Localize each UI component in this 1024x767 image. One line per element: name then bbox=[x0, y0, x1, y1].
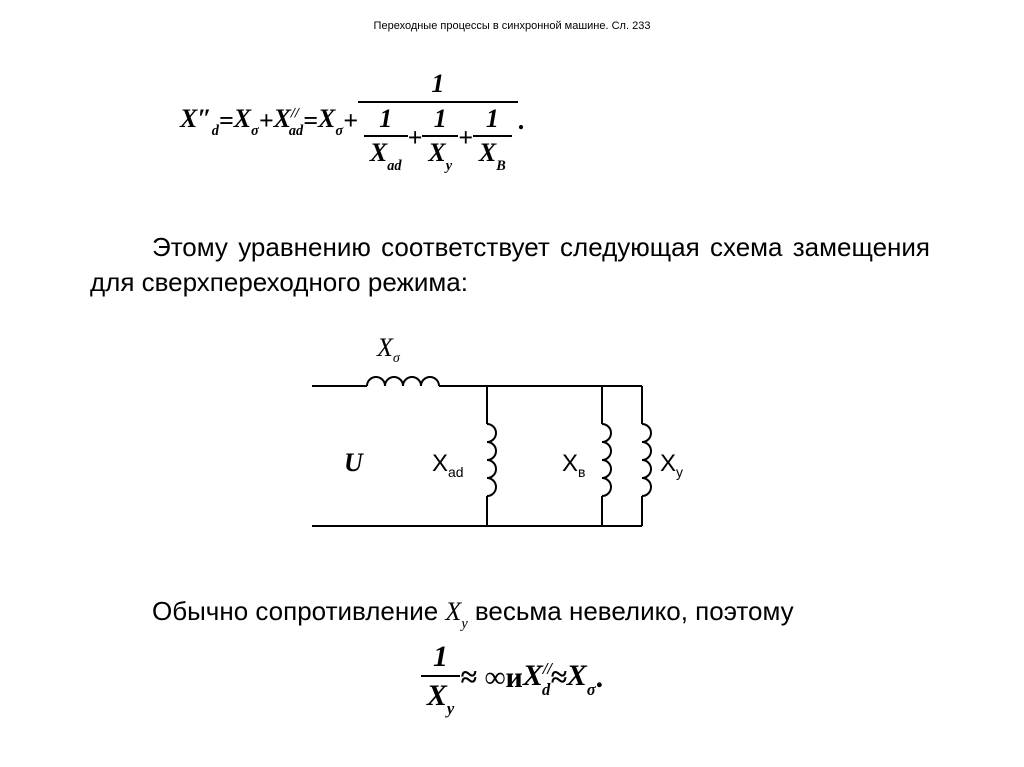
equation-1: X″d = Xσ + X//ad = Xσ + 1 bbox=[180, 70, 820, 172]
eq2-approx-inf: ≈ ∞ bbox=[460, 661, 505, 695]
eq1-period: . bbox=[518, 106, 525, 136]
eq1-big-frac: 1 1 Xad + 1 bbox=[358, 70, 518, 172]
eq1-xad-dd: X//ad bbox=[274, 104, 304, 138]
label-xv: Хв bbox=[562, 450, 585, 480]
eq2-approx2: ≈ bbox=[550, 661, 566, 695]
header-text: Переходные процессы в синхронной машине.… bbox=[374, 20, 651, 32]
eq1-xsigma2: Xσ bbox=[318, 104, 343, 138]
equivalent-circuit-diagram: U Xσ Хad Хв Ху bbox=[282, 316, 742, 566]
equation-2: 1 Xy ≈ ∞ и X//d ≈ Xσ . bbox=[0, 640, 1024, 716]
eq1-lhs: X″d bbox=[180, 104, 219, 138]
eq2-period: . bbox=[596, 661, 604, 695]
inline-xy: Xy bbox=[445, 597, 467, 626]
label-xy: Ху bbox=[660, 450, 683, 480]
page: Переходные процессы в синхронной машине.… bbox=[0, 0, 1024, 767]
circuit-svg: U Xσ Хad Хв Ху bbox=[282, 316, 742, 566]
eq1-plus1: + bbox=[259, 106, 274, 136]
page-header: Переходные процессы в синхронной машине.… bbox=[0, 20, 1024, 32]
eq1-plus2: + bbox=[343, 106, 358, 136]
eq1-den-frac3: 1 XB bbox=[473, 105, 512, 173]
paragraph-2: Обычно сопротивление Xy весьма невелико,… bbox=[90, 596, 930, 631]
inductor-xy bbox=[642, 424, 651, 496]
eq1-den-frac2: 1 Xy bbox=[422, 105, 458, 173]
eq2-and: и bbox=[506, 661, 523, 695]
eq1-den-frac1: 1 Xad bbox=[364, 105, 408, 173]
eq1-eq2: = bbox=[303, 106, 318, 136]
label-xad: Хad bbox=[432, 450, 464, 480]
label-u: U bbox=[344, 448, 364, 477]
eq1-eq: = bbox=[219, 106, 234, 136]
paragraph-1: Этому уравнению соответствует следующая … bbox=[90, 230, 930, 300]
eq1-xsigma: Xσ bbox=[234, 104, 259, 138]
eq2-xd-dd: X//d bbox=[523, 659, 550, 697]
inductor-xad bbox=[487, 424, 496, 496]
inductor-xv bbox=[602, 424, 611, 496]
eq2-xsigma: Xσ bbox=[567, 659, 596, 697]
inductor-x-sigma bbox=[367, 377, 439, 386]
label-x-sigma: Xσ bbox=[376, 333, 401, 366]
eq2-frac: 1 Xy bbox=[421, 640, 460, 716]
